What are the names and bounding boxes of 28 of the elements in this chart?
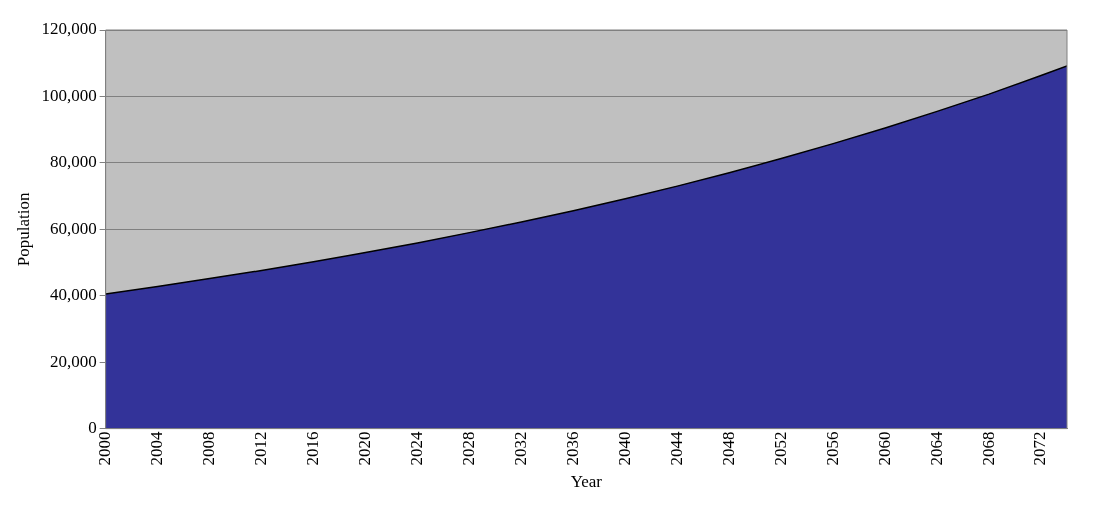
x-tick-label: 2060: [874, 431, 894, 466]
y-axis-title: Population: [13, 191, 33, 267]
y-tick-label: 100,000: [41, 85, 97, 105]
x-tick-label: 2040: [614, 431, 634, 466]
x-tick-label: 2000: [95, 431, 115, 466]
x-tick-label: 2012: [251, 431, 271, 466]
x-axis-title: Year: [570, 472, 603, 492]
x-tick-label: 2024: [406, 431, 426, 466]
x-tick-label: 2064: [926, 431, 946, 466]
x-tick-label: 2016: [302, 431, 322, 466]
x-tick-label: 2056: [822, 431, 842, 466]
y-tick-label: 0: [88, 418, 97, 438]
x-tick-label: 2052: [770, 431, 790, 466]
x-tick-label: 2032: [510, 431, 530, 466]
y-tick-label: 60,000: [49, 218, 97, 238]
x-tick-label: 2008: [199, 431, 219, 466]
x-tick-label: 2048: [718, 431, 738, 466]
x-tick-label: 2072: [1030, 431, 1050, 466]
y-tick-label: 40,000: [49, 285, 97, 305]
x-tick-label: 2036: [562, 431, 582, 466]
x-tick-label: 2068: [978, 431, 998, 466]
y-tick-label: 20,000: [49, 351, 97, 371]
x-tick-label: 2004: [147, 431, 167, 466]
y-tick-label: 120,000: [41, 19, 97, 39]
y-tick-label: 80,000: [49, 152, 97, 172]
x-tick-label: 2044: [666, 431, 686, 466]
x-tick-label: 2028: [458, 431, 478, 466]
x-tick-label: 2020: [354, 431, 374, 466]
